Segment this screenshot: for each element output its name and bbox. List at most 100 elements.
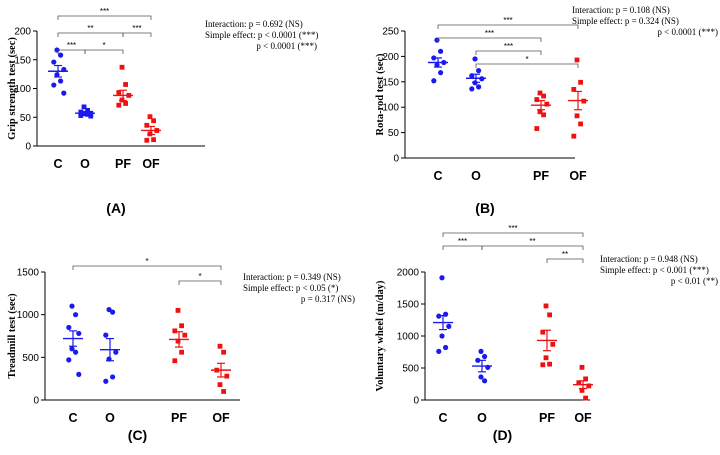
data-point (217, 343, 223, 349)
y-tick-label: 150 (382, 77, 399, 88)
data-point (472, 56, 478, 62)
data-point (76, 371, 82, 377)
data-point (540, 329, 546, 335)
data-point (172, 328, 178, 334)
data-point (76, 330, 82, 337)
y-tick-label: 1500 (17, 268, 40, 279)
significance-bracket (72, 265, 222, 270)
significance-label: ** (87, 24, 93, 33)
data-point (544, 101, 550, 107)
data-point (541, 93, 546, 99)
data-point (151, 137, 156, 143)
data-point (110, 374, 116, 380)
y-tick-label: 500 (402, 364, 419, 375)
significance-label: * (525, 55, 528, 64)
data-point (103, 332, 109, 338)
y-tick-label: 500 (22, 353, 39, 364)
x-tick-label: OF (569, 169, 587, 183)
panel-d: 0 500 1000 1500 2000 Voluntary wheel (m/day) C… (375, 224, 718, 443)
data-point (69, 303, 75, 309)
data-point (579, 388, 585, 393)
x-tick-label: OF (142, 157, 160, 171)
significance-label: * (198, 272, 201, 281)
data-point (438, 48, 444, 54)
x-tick-label: PF (171, 411, 187, 425)
x-tick-label: C (438, 411, 447, 425)
significance-label: *** (485, 29, 494, 38)
data-point (224, 373, 230, 379)
significance-label: *** (458, 237, 467, 246)
y-axis-label: Treadmill test (sec) (7, 293, 18, 379)
y-tick-label: 0 (33, 396, 39, 407)
data-point (58, 52, 64, 58)
significance-bracket (178, 280, 222, 285)
stats-annotation-line: p < 0.0001 (***) (657, 27, 718, 37)
data-point (144, 137, 150, 143)
significance-bracket (437, 37, 542, 42)
significance-label: *** (67, 41, 76, 50)
data-point (175, 338, 181, 344)
significance-bracket (57, 15, 152, 20)
data-point (543, 355, 549, 361)
significance-label: * (102, 41, 105, 50)
y-tick-label: 0 (393, 154, 399, 165)
x-tick-label: C (53, 157, 62, 171)
data-point (179, 349, 184, 355)
y-tick-label: 2000 (397, 268, 420, 279)
data-point (534, 97, 540, 102)
y-tick-label: 50 (20, 113, 32, 124)
y-tick-label: 1500 (397, 300, 420, 311)
data-point (478, 348, 484, 354)
y-tick-label: 1000 (397, 332, 420, 343)
data-point (103, 378, 109, 384)
data-point (579, 364, 585, 370)
data-point (578, 79, 583, 85)
data-point (113, 349, 119, 355)
data-point (578, 121, 583, 127)
data-point (81, 104, 87, 110)
x-tick-label: PF (533, 169, 549, 183)
data-point (574, 113, 580, 119)
data-point (571, 87, 577, 92)
data-point (66, 324, 72, 331)
data-point (540, 362, 546, 368)
stats-annotation-line: Interaction: p = 0.108 (NS) (572, 5, 670, 15)
data-point (436, 348, 442, 354)
stats-annotation-line: Simple effect: p < 0.0001 (***) (205, 30, 318, 40)
data-point (576, 380, 582, 386)
data-point (66, 357, 72, 363)
data-point (221, 349, 226, 355)
x-tick-label: C (68, 411, 77, 425)
x-tick-label: O (477, 411, 487, 425)
data-point (439, 333, 445, 339)
x-tick-label: O (105, 411, 115, 425)
significance-bracket (442, 232, 584, 237)
significance-bracket (84, 49, 124, 54)
significance-label: *** (100, 7, 109, 16)
data-point (436, 313, 442, 319)
significance-label: ** (529, 237, 535, 246)
data-point (175, 308, 181, 313)
x-tick-label: OF (212, 411, 230, 425)
significance-bracket (546, 258, 584, 263)
stats-annotation-line: p = 0.317 (NS) (301, 294, 355, 304)
stats-annotation-line: Simple effect: p < 0.05 (*) (243, 283, 338, 293)
y-tick-label: 250 (382, 27, 399, 38)
data-point (51, 82, 57, 88)
y-axis-label: Voluntary wheel (m/day) (375, 280, 386, 392)
y-axis-label: Grip strength test (sec) (7, 37, 18, 140)
x-tick-label: O (80, 157, 90, 171)
x-tick-label: PF (539, 411, 555, 425)
data-point (475, 357, 481, 363)
stats-annotation-line: Simple effect: p = 0.324 (NS) (572, 16, 679, 26)
data-point (172, 358, 178, 364)
x-tick-label: C (433, 169, 442, 183)
x-tick-label: OF (574, 411, 592, 425)
y-tick-label: 1000 (17, 310, 40, 321)
significance-label: *** (504, 42, 513, 51)
data-point (78, 113, 84, 118)
significance-label: ** (562, 250, 568, 259)
significance-label: *** (508, 224, 517, 233)
